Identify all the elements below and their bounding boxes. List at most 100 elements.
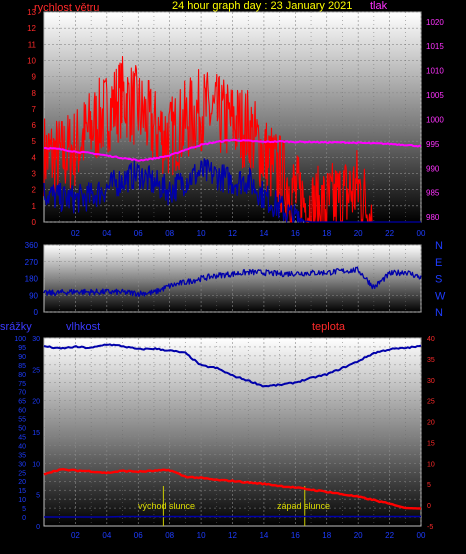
humidity-tick: 30 xyxy=(32,336,40,343)
x-tick-label: 10 xyxy=(197,229,206,238)
temperature-tick: 25 xyxy=(427,399,435,406)
compass-label: N xyxy=(435,240,443,252)
x-tick-label: 20 xyxy=(354,229,363,238)
pressure-tick: 985 xyxy=(426,189,440,198)
x-tick-label: 16 xyxy=(291,229,300,238)
direction-tick: 0 xyxy=(34,308,39,317)
pressure-tick: 980 xyxy=(426,213,440,222)
rain-tick: 70 xyxy=(18,390,26,397)
temperature-tick: 35 xyxy=(427,357,435,364)
temperature-axis-title: teplota xyxy=(312,321,346,333)
humidity-tick: 10 xyxy=(32,461,40,468)
temperature-tick: -5 xyxy=(427,524,433,531)
gust-line xyxy=(43,56,421,223)
pressure-tick: 1015 xyxy=(426,42,444,51)
sunrise-label: východ slunce xyxy=(138,501,195,511)
compass-label: W xyxy=(435,290,446,302)
x-tick-label: 12 xyxy=(228,531,237,540)
humidity-axis-title: vlhkost xyxy=(66,321,100,333)
rain-tick: 60 xyxy=(18,408,26,415)
wind-speed-tick: 5 xyxy=(32,137,37,146)
wind-speed-tick: 10 xyxy=(27,56,36,65)
rain-tick: 15 xyxy=(18,488,26,495)
rain-axis-title: srážky xyxy=(0,321,32,333)
x-tick-label: 22 xyxy=(385,229,394,238)
rain-tick: 25 xyxy=(18,470,26,477)
humidity-axis: 0 5 10 15 20 25 30 xyxy=(32,336,40,531)
wind-speed-tick: 9 xyxy=(32,73,37,82)
humidity-tick: 0 xyxy=(36,524,40,531)
rain-tick: 5 xyxy=(22,506,26,513)
climate-time-axis: 02 04 06 08 10 12 14 16 18 20 22 00 xyxy=(71,531,426,540)
direction-degree-axis: 0 90 180 270 360 xyxy=(25,241,39,317)
rain-tick: 35 xyxy=(18,452,26,459)
rain-tick: 10 xyxy=(18,497,26,504)
wind-time-axis: 02 04 06 08 10 12 14 16 18 20 22 00 xyxy=(71,229,426,238)
x-tick-label: 22 xyxy=(385,531,394,540)
wind-speed-tick: 8 xyxy=(32,89,37,98)
x-tick-label: 02 xyxy=(71,531,80,540)
direction-tick: 90 xyxy=(29,291,38,300)
humidity-tick: 15 xyxy=(32,430,40,437)
rain-tick: 55 xyxy=(18,417,26,424)
temperature-tick: 30 xyxy=(427,378,435,385)
rain-tick: 45 xyxy=(18,434,26,441)
rain-tick: 50 xyxy=(18,426,26,433)
compass-label: E xyxy=(435,257,442,269)
x-tick-label: 18 xyxy=(322,531,331,540)
temperature-tick: 0 xyxy=(427,503,431,510)
temperature-tick: 5 xyxy=(427,482,431,489)
compass-label: N xyxy=(435,307,443,319)
temperature-axis: -5 0 5 10 15 20 25 30 35 40 xyxy=(427,336,435,531)
direction-tick: 180 xyxy=(25,275,39,284)
rain-tick: 90 xyxy=(18,354,26,361)
sunset-label: západ slunce xyxy=(277,501,330,511)
rain-tick: 95 xyxy=(18,345,26,352)
rain-line xyxy=(44,515,421,518)
rain-tick: 40 xyxy=(18,443,26,450)
wind-speed-tick: 7 xyxy=(32,105,37,114)
temperature-tick: 10 xyxy=(427,461,435,468)
x-tick-label: 18 xyxy=(322,229,331,238)
pressure-line xyxy=(43,138,422,162)
rain-tick: 20 xyxy=(18,479,26,486)
rain-tick: 30 xyxy=(18,461,26,468)
wind-speed-tick: 3 xyxy=(32,170,37,179)
sun-markers xyxy=(162,486,306,526)
x-tick-label: 06 xyxy=(134,531,143,540)
humidity-tick: 5 xyxy=(36,493,40,500)
rain-tick: 85 xyxy=(18,363,26,370)
x-tick-label: 16 xyxy=(291,531,300,540)
pressure-tick: 1005 xyxy=(426,91,444,100)
humidity-tick: 25 xyxy=(32,367,40,374)
temperature-tick: 15 xyxy=(427,440,435,447)
x-tick-label: 04 xyxy=(102,531,111,540)
humidity-line xyxy=(43,343,422,388)
x-tick-label: 08 xyxy=(165,531,174,540)
rain-tick: 80 xyxy=(18,372,26,379)
temperature-tick: 20 xyxy=(427,420,435,427)
x-tick-label: 10 xyxy=(197,531,206,540)
wind-speed-tick: 6 xyxy=(32,121,37,130)
x-tick-label: 02 xyxy=(71,229,80,238)
x-tick-label: 12 xyxy=(228,229,237,238)
pressure-axis-title: tlak xyxy=(370,0,388,12)
wind-series xyxy=(43,56,422,223)
direction-series xyxy=(43,266,422,297)
wind-speed-tick: 4 xyxy=(32,153,37,162)
x-tick-label: 14 xyxy=(259,531,268,540)
wind-speed-tick: 13 xyxy=(27,8,36,17)
climate-series xyxy=(43,343,422,518)
pressure-tick: 995 xyxy=(426,140,440,149)
x-tick-label: 00 xyxy=(417,229,426,238)
x-tick-label: 20 xyxy=(354,531,363,540)
wind-speed-tick: 2 xyxy=(32,186,37,195)
pressure-tick: 990 xyxy=(426,164,440,173)
wind-speed-line xyxy=(43,158,421,223)
direction-panel-grid xyxy=(44,244,422,313)
x-tick-label: 04 xyxy=(102,229,111,238)
